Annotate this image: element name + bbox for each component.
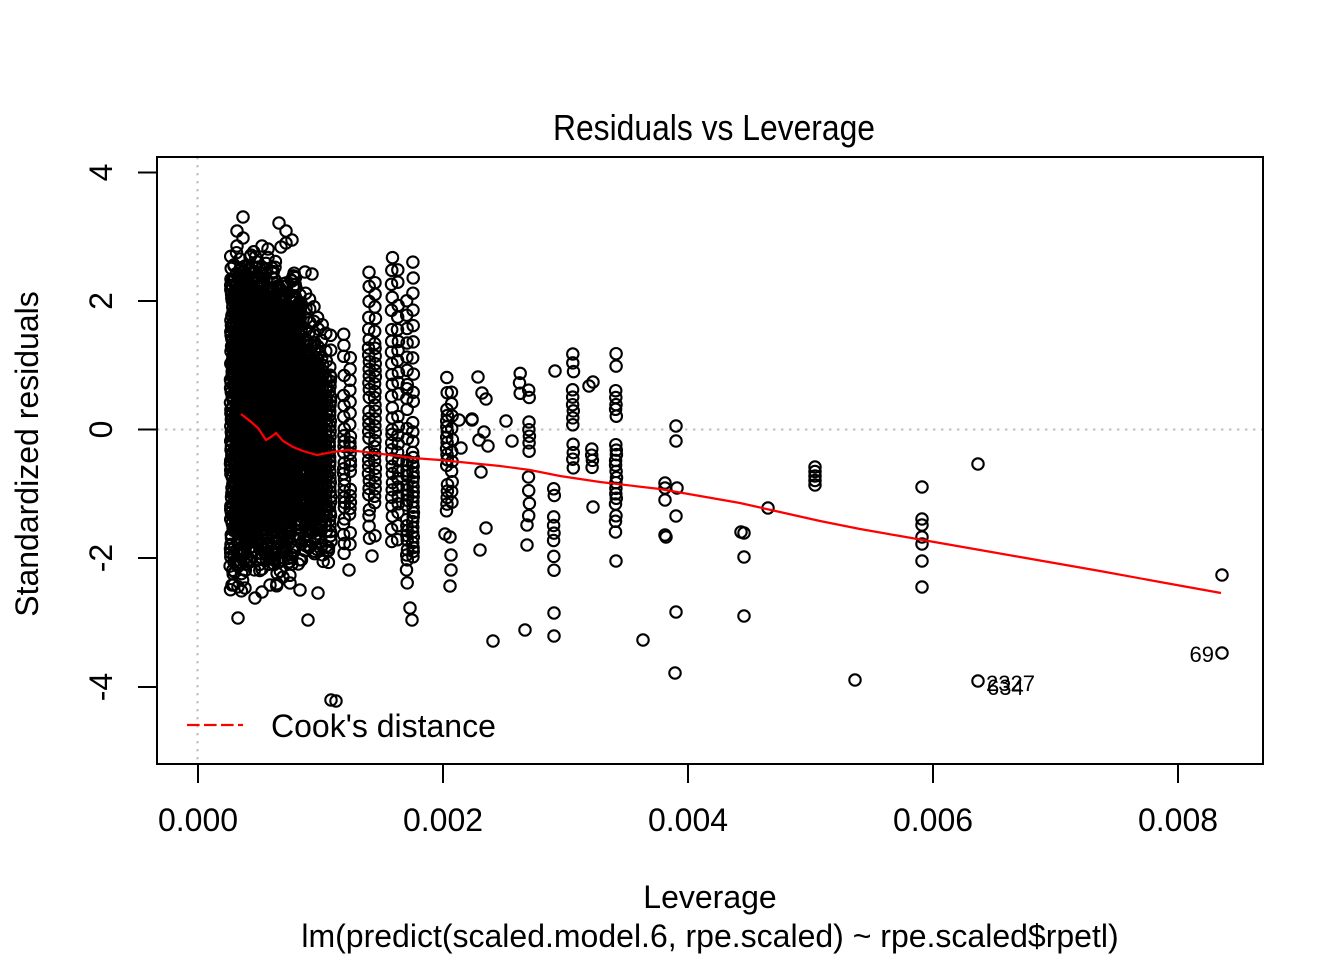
svg-text:Residuals vs Leverage: Residuals vs Leverage [553, 107, 875, 148]
svg-text:lm(predict(scaled.model.6, rpe: lm(predict(scaled.model.6, rpe.scaled) ~… [301, 918, 1118, 954]
svg-text:-2: -2 [83, 544, 119, 572]
svg-text:69: 69 [1190, 642, 1214, 667]
svg-text:-4: -4 [83, 673, 119, 701]
svg-text:0.002: 0.002 [403, 802, 483, 838]
svg-text:0.008: 0.008 [1138, 802, 1218, 838]
svg-text:0.006: 0.006 [893, 802, 973, 838]
svg-text:Cook's distance: Cook's distance [271, 708, 496, 744]
svg-text:2: 2 [83, 292, 119, 310]
svg-text:Leverage: Leverage [643, 879, 776, 915]
svg-text:2327: 2327 [986, 671, 1035, 696]
svg-text:Standardized residuals: Standardized residuals [9, 291, 45, 617]
svg-text:0.004: 0.004 [648, 802, 728, 838]
svg-text:4: 4 [83, 164, 119, 182]
svg-text:0.000: 0.000 [158, 802, 238, 838]
svg-text:634: 634 [987, 675, 1024, 700]
svg-text:0: 0 [83, 421, 119, 439]
